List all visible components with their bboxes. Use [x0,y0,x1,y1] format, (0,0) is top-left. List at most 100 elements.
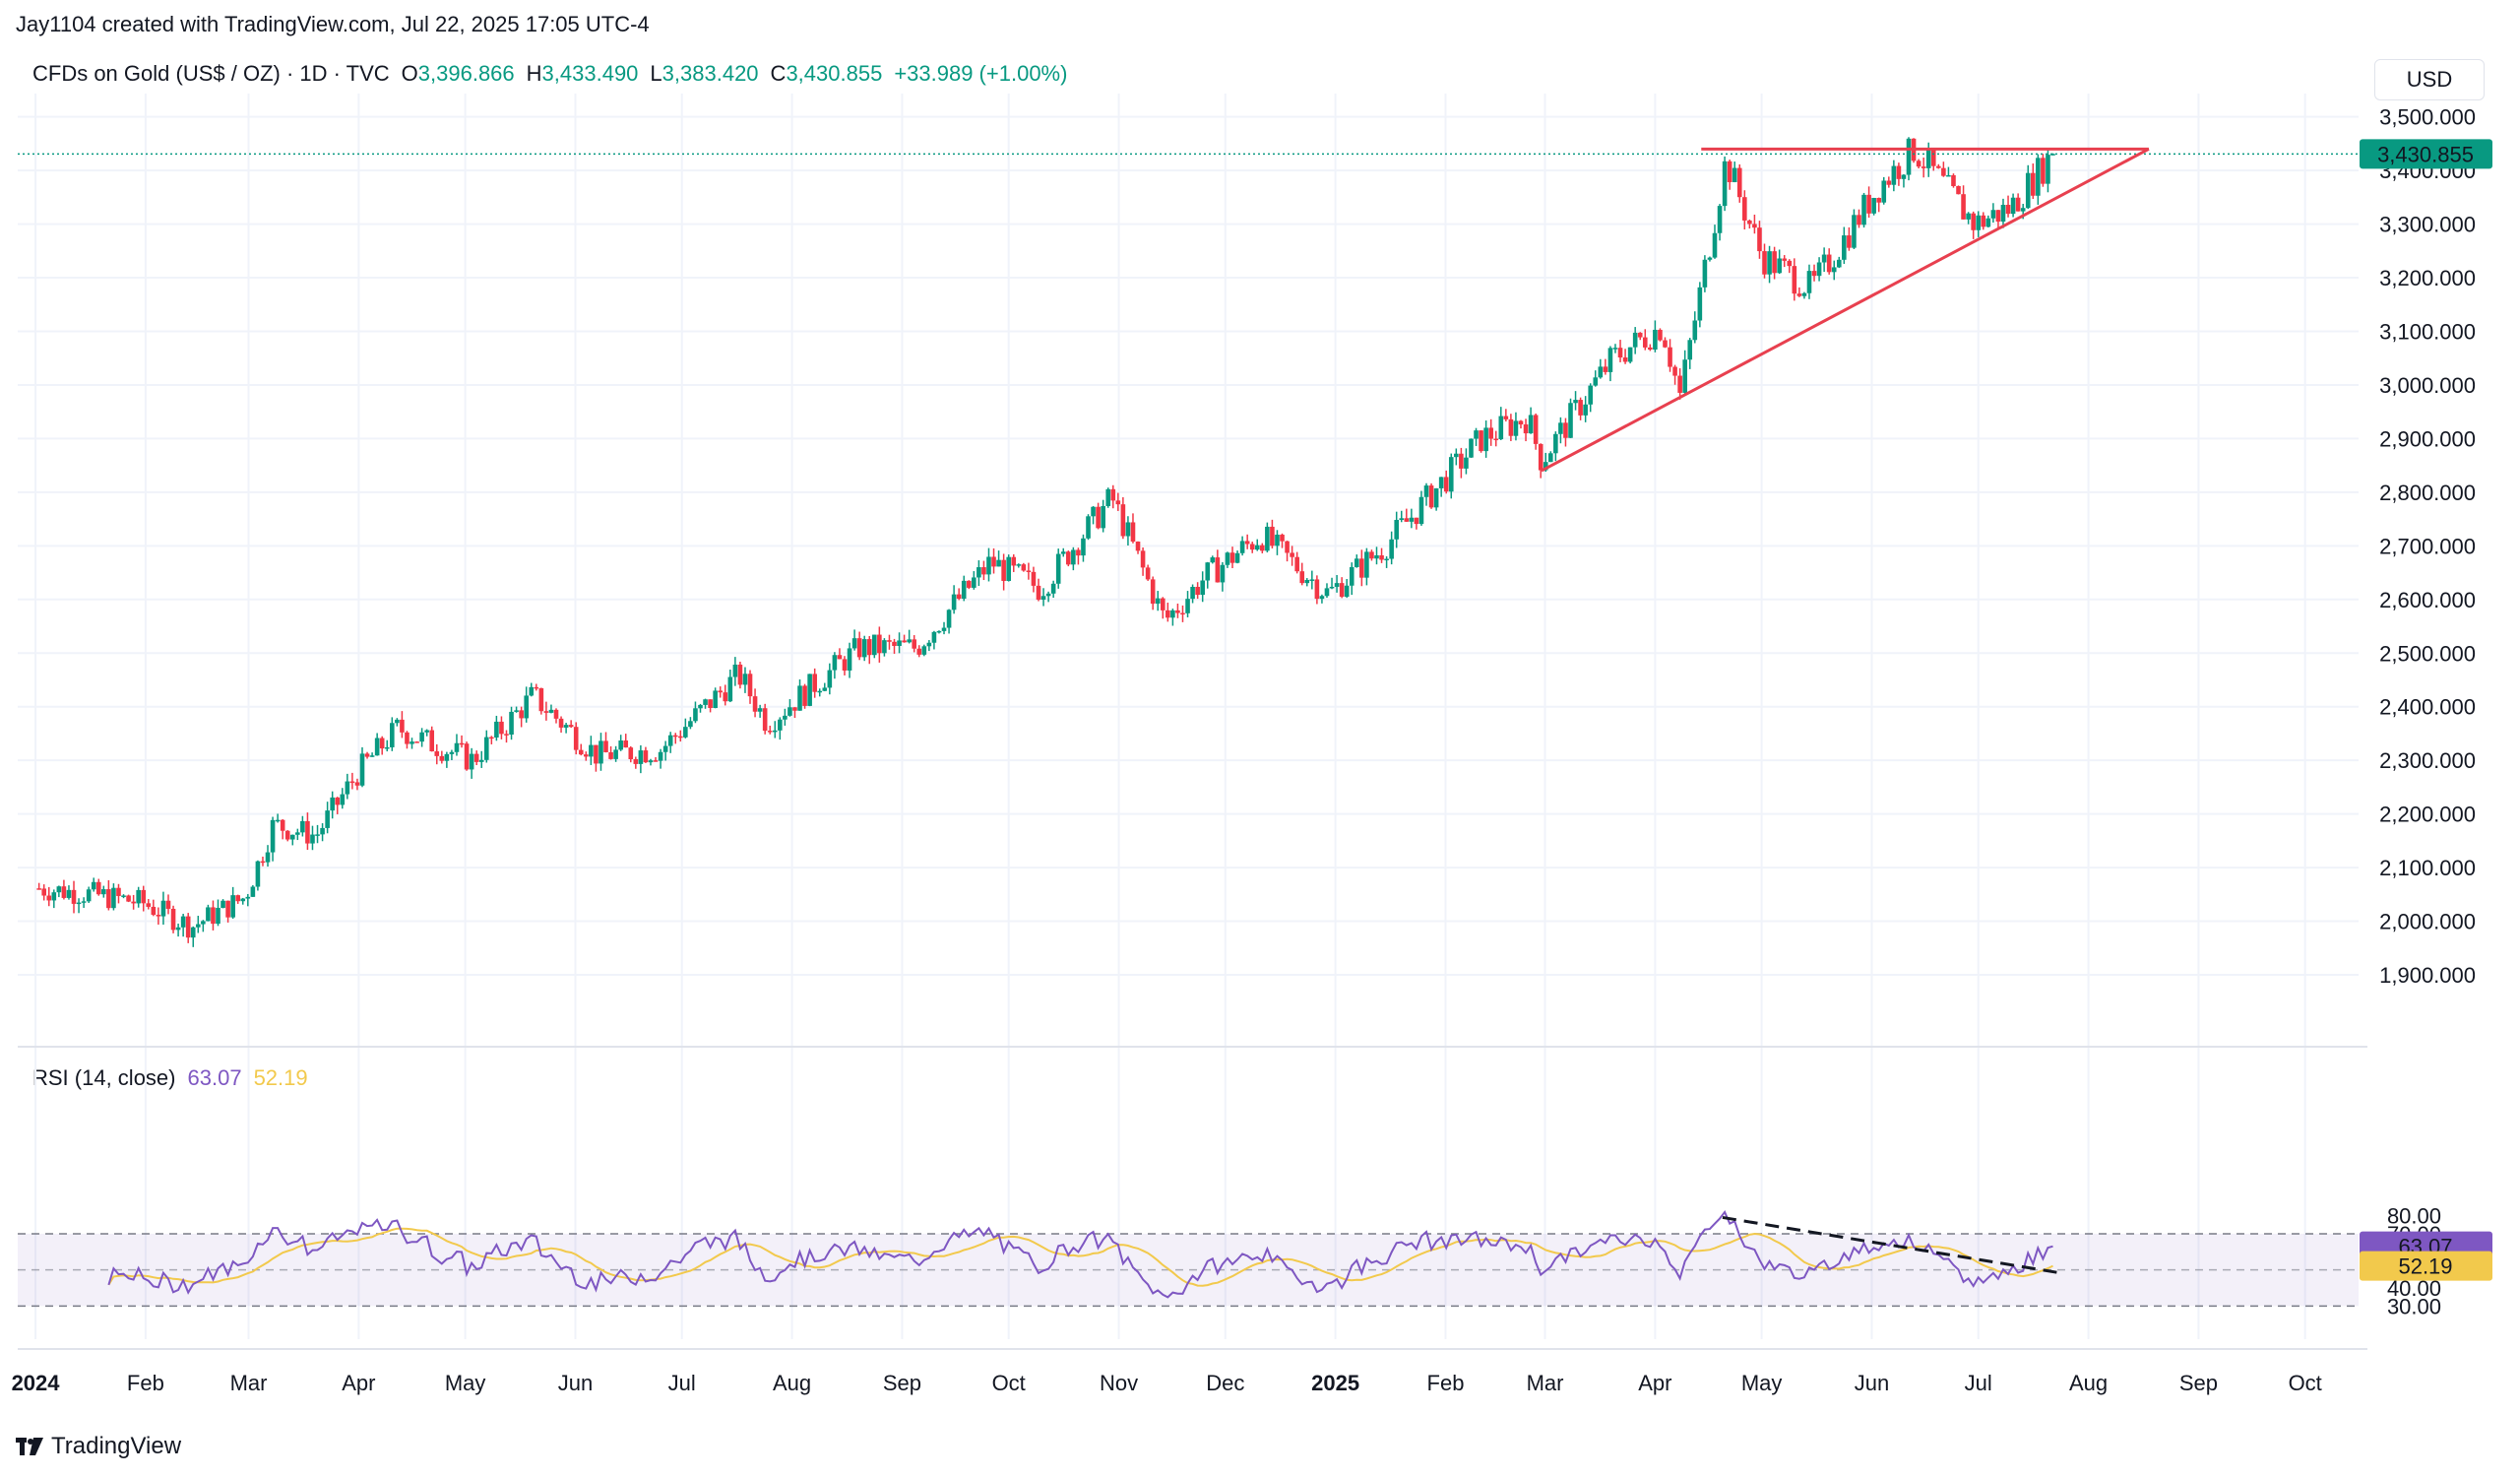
price-tick-label: 2,600.000 [2379,588,2476,612]
rsi-label[interactable]: RSI (14, close) [32,1065,176,1090]
candle-body [1796,293,1802,296]
candle-body [330,797,335,811]
candle-body [76,902,82,905]
candle-body [713,690,718,709]
candle-body [1314,579,1320,600]
candle-body [1801,292,1807,296]
candle-body [1622,357,1628,362]
candle-body [1160,598,1166,610]
candle-body [1175,610,1180,613]
tradingview-logo[interactable]: TradingView [16,1433,181,1460]
price-axis[interactable]: 3,500.0003,400.0003,300.0003,200.0003,10… [2379,105,2476,988]
candle-body [618,740,623,750]
time-tick-label: Jul [668,1371,696,1395]
candle-body [1717,206,1723,233]
candle-body [41,888,47,896]
candle-body [1205,562,1211,581]
candle-body [1842,235,1847,260]
candle-body [946,610,952,628]
candle-body [235,895,241,902]
candle-body [116,887,121,896]
candle-body [1513,420,1519,436]
currency-button[interactable]: USD [2374,59,2485,100]
candle-body [1294,556,1299,572]
candle-body [524,695,529,719]
candle-body [1479,430,1483,452]
candle-body [1225,552,1230,565]
candle-body [598,740,603,764]
candle-body [1374,554,1379,559]
rsi-ma-legend-value: 52.19 [253,1065,308,1090]
time-axis[interactable]: 2024 Feb Mar Apr May Jun Jul Aug Sep Oct Nov Dec 202… [12,1371,2322,1395]
candle-body [315,834,320,836]
candle-body [1757,227,1762,252]
time-tick-label: 2024 [12,1371,61,1395]
candle-body [1309,579,1315,581]
candle-body [216,908,220,925]
candle-body [1831,267,1837,273]
candle-body [1265,526,1270,551]
candle-body [1836,259,1842,268]
trendlines[interactable] [1541,147,2150,473]
candle-body [1021,564,1027,571]
price-tick-label: 2,800.000 [2379,481,2476,505]
candle-body [1697,287,1703,321]
rsi-dashed-downtrend [1722,1215,2064,1275]
candle-body [847,648,852,671]
candle-body [201,921,206,925]
candle-body [180,916,186,928]
candle-body [1060,551,1066,554]
time-tick-label: May [445,1371,486,1395]
candle-body [1826,254,1832,273]
candle-body [1414,517,1419,525]
candle-body [1861,194,1866,225]
candle-body [509,711,514,736]
candle-body [897,640,902,647]
candle-body [1244,541,1250,545]
candle-body [1588,385,1594,405]
candle-body [648,760,654,763]
candle-body [405,732,410,744]
candle-body [991,556,996,567]
candle-body [1359,558,1364,578]
candle-body [882,640,887,654]
candle-body [255,861,261,887]
symbol-label[interactable]: CFDs on Gold (US$ / OZ) · 1D · TVC [32,61,390,86]
candle-body [1946,174,1951,177]
candle-body [1120,504,1126,537]
candle-body [797,685,802,711]
candle-body [1772,251,1777,274]
candle-body [1409,517,1415,522]
candle-body [807,674,812,706]
last-price-badge-box [2360,139,2492,169]
candle-body [395,719,400,724]
candle-body [310,834,315,844]
candle-body [628,747,634,760]
candle-body [1896,165,1902,179]
grid-lines [18,94,2367,1350]
candle-body [1384,558,1389,561]
candle-body [1096,506,1101,529]
candle-body [449,751,455,754]
candle-body [921,646,927,655]
candle-body [454,742,460,752]
candle-body [1076,549,1081,556]
candle-body [653,760,659,762]
candle-body [788,707,792,716]
candle-body [1210,557,1216,563]
time-tick-label: Nov [1100,1371,1138,1395]
candle-body [1234,552,1240,563]
candle-body [578,749,584,755]
candle-body [907,639,912,643]
candle-body [195,924,201,928]
time-tick-label: Jun [1855,1371,1889,1395]
candle-body [504,734,509,736]
candle-body [265,852,271,863]
candle-body [1428,485,1434,508]
candle-body [499,721,504,735]
candle-body [1985,218,1991,227]
candle-body [1976,215,1982,230]
candle-body [2041,158,2046,184]
